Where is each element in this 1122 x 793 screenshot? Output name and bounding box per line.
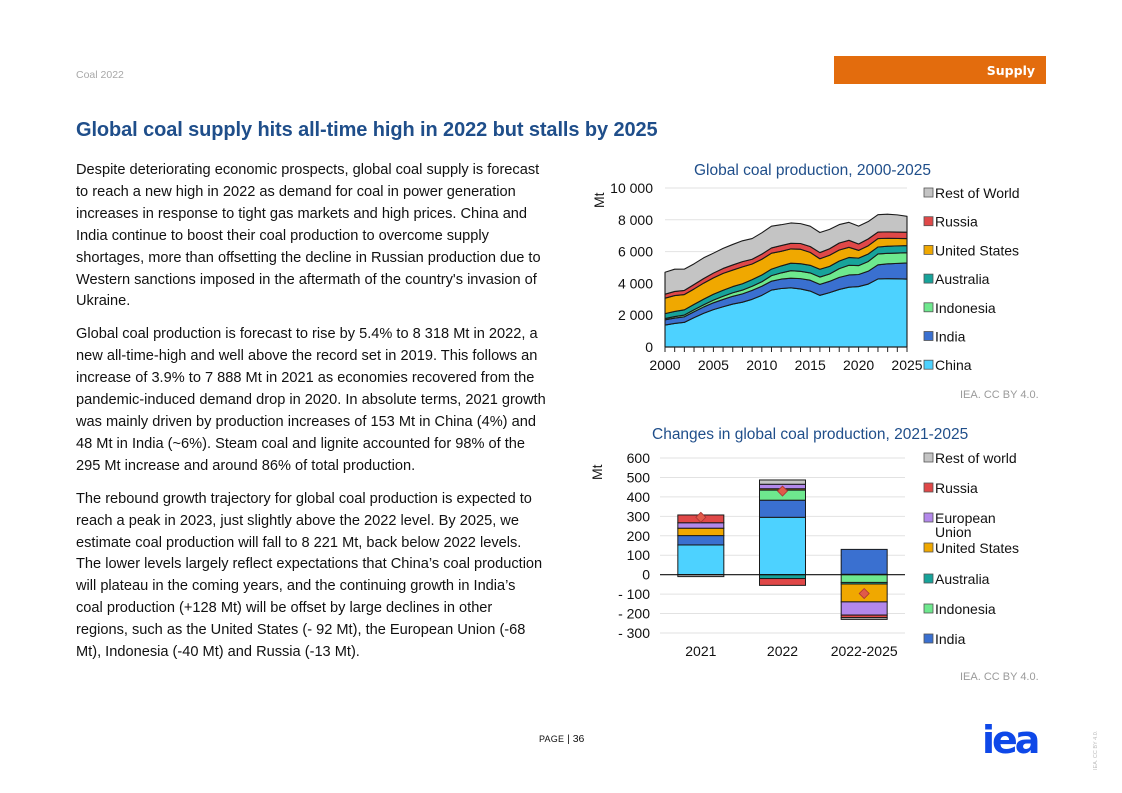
legend-label-australia: Australia — [935, 571, 990, 587]
y-tick-label: 0 — [645, 339, 653, 355]
legend-label-european-union-cont: Union — [935, 524, 972, 540]
legend-swatch-china — [923, 359, 934, 370]
bar-segment-india — [840, 548, 888, 575]
y-tick-label: 0 — [642, 567, 650, 583]
legend-label-united-states: United States — [935, 242, 1019, 258]
bar-segment-rest-of-world — [840, 617, 888, 620]
y-axis-label: Mt — [591, 192, 607, 208]
x-tick-label: 2021 — [685, 643, 716, 659]
page-label: Page — [539, 734, 565, 744]
legend-swatch-russia — [923, 482, 934, 493]
document-tag: Coal 2022 — [76, 69, 124, 81]
legend-label-russia: Russia — [935, 480, 978, 496]
bar-segment-india — [677, 535, 725, 546]
legend-swatch-rest-of-world — [923, 452, 934, 463]
bar-segment-russia — [759, 578, 806, 586]
y-tick-label: 100 — [627, 547, 651, 563]
x-tick-label: 2025 — [891, 357, 922, 373]
legend-label-rest-of-world: Rest of World — [935, 185, 1020, 201]
area-chart-title: Global coal production, 2000-2025 — [694, 162, 931, 179]
y-tick-label: - 200 — [618, 606, 650, 622]
x-tick-label: 2020 — [843, 357, 874, 373]
y-tick-label: 400 — [627, 489, 651, 505]
legend-swatch-rest-of-world — [923, 187, 934, 198]
page-number-value: 36 — [572, 733, 585, 745]
area-rest-of-world — [664, 213, 908, 295]
legend-label-united-states: United States — [935, 540, 1019, 556]
x-tick-label: 2010 — [746, 357, 777, 373]
paragraph: Despite deteriorating economic prospects… — [76, 162, 541, 310]
paragraph: The rebound growth trajectory for global… — [76, 490, 543, 661]
bar-segment-india — [759, 499, 806, 518]
legend-swatch-india — [923, 331, 934, 341]
bar-segment-rest-of-world — [759, 479, 806, 485]
legend-swatch-indonesia — [923, 302, 934, 313]
net-change-marker — [776, 485, 789, 497]
legend-swatch-australia — [923, 573, 934, 584]
legend-swatch-european-union — [923, 512, 934, 523]
section-badge-label: Supply — [986, 62, 1035, 78]
x-tick-label: 2022-2025 — [831, 643, 898, 659]
x-tick-label: 2015 — [795, 357, 826, 373]
legend-swatch-australia — [923, 273, 934, 284]
bar-chart-credit: IEA. CC BY 4.0. — [960, 671, 1039, 683]
legend-swatch-united-states — [923, 245, 934, 255]
y-tick-label: 600 — [627, 450, 651, 466]
bar-chart: 600 500 400 300 200 100 0 - 100 - 200 - 300 Mt 2021… — [590, 450, 1019, 659]
x-tick-label: 2005 — [698, 357, 729, 373]
page-number: Page | 36 — [539, 733, 585, 745]
y-tick-label: - 100 — [618, 586, 650, 602]
legend-label-china: China — [935, 357, 972, 373]
y-tick-label: 300 — [627, 508, 651, 524]
y-tick-label: 4 000 — [618, 275, 653, 291]
iea-logo: iea — [982, 718, 1040, 762]
legend-label-indonesia: Indonesia — [935, 300, 996, 316]
bar-segment-european-union — [677, 522, 725, 529]
bar-segment-china — [759, 516, 806, 576]
legend-swatch-indonesia — [923, 603, 934, 614]
bar-segment-united-states — [677, 527, 725, 537]
side-credit: IEA. CC BY 4.0. — [1093, 730, 1099, 770]
bar-segment-indonesia — [840, 574, 888, 583]
body-text: Despite deteriorating economic prospects… — [76, 160, 546, 675]
legend-swatch-india — [923, 633, 934, 644]
y-tick-label: 200 — [627, 528, 651, 544]
y-tick-label: 10 000 — [610, 180, 653, 196]
legend-label-india: India — [935, 631, 966, 647]
bar-segment-china — [677, 544, 725, 576]
legend-swatch-russia — [923, 216, 934, 227]
y-tick-label: 500 — [627, 469, 651, 485]
paragraph: Global coal production is forecast to ri… — [76, 326, 546, 474]
y-tick-label: 8 000 — [618, 212, 653, 228]
area-chart-credit: IEA. CC BY 4.0. — [960, 389, 1039, 401]
bar-chart-title: Changes in global coal production, 2021-… — [652, 426, 969, 443]
legend-label-australia: Australia — [935, 271, 990, 287]
y-tick-label: - 300 — [618, 625, 650, 641]
y-tick-label: 2 000 — [618, 307, 653, 323]
page-title: Global coal supply hits all-time high in… — [76, 119, 658, 141]
legend-label-rest-of-world: Rest of world — [935, 450, 1017, 466]
net-change-marker — [695, 511, 707, 523]
x-tick-label: 2022 — [767, 643, 798, 659]
y-tick-label: 6 000 — [618, 244, 653, 260]
section-badge: Supply — [834, 56, 1046, 84]
legend-swatch-united-states — [923, 542, 934, 553]
legend-label-european-union: European — [935, 510, 996, 526]
bar-segment-european-union — [840, 601, 888, 616]
x-tick-label: 2000 — [649, 357, 680, 373]
legend-label-india: India — [935, 329, 966, 345]
legend-label-russia: Russia — [935, 214, 978, 230]
legend-label-indonesia: Indonesia — [935, 601, 996, 617]
y-axis-label: Mt — [590, 464, 605, 480]
net-change-marker — [858, 587, 870, 600]
